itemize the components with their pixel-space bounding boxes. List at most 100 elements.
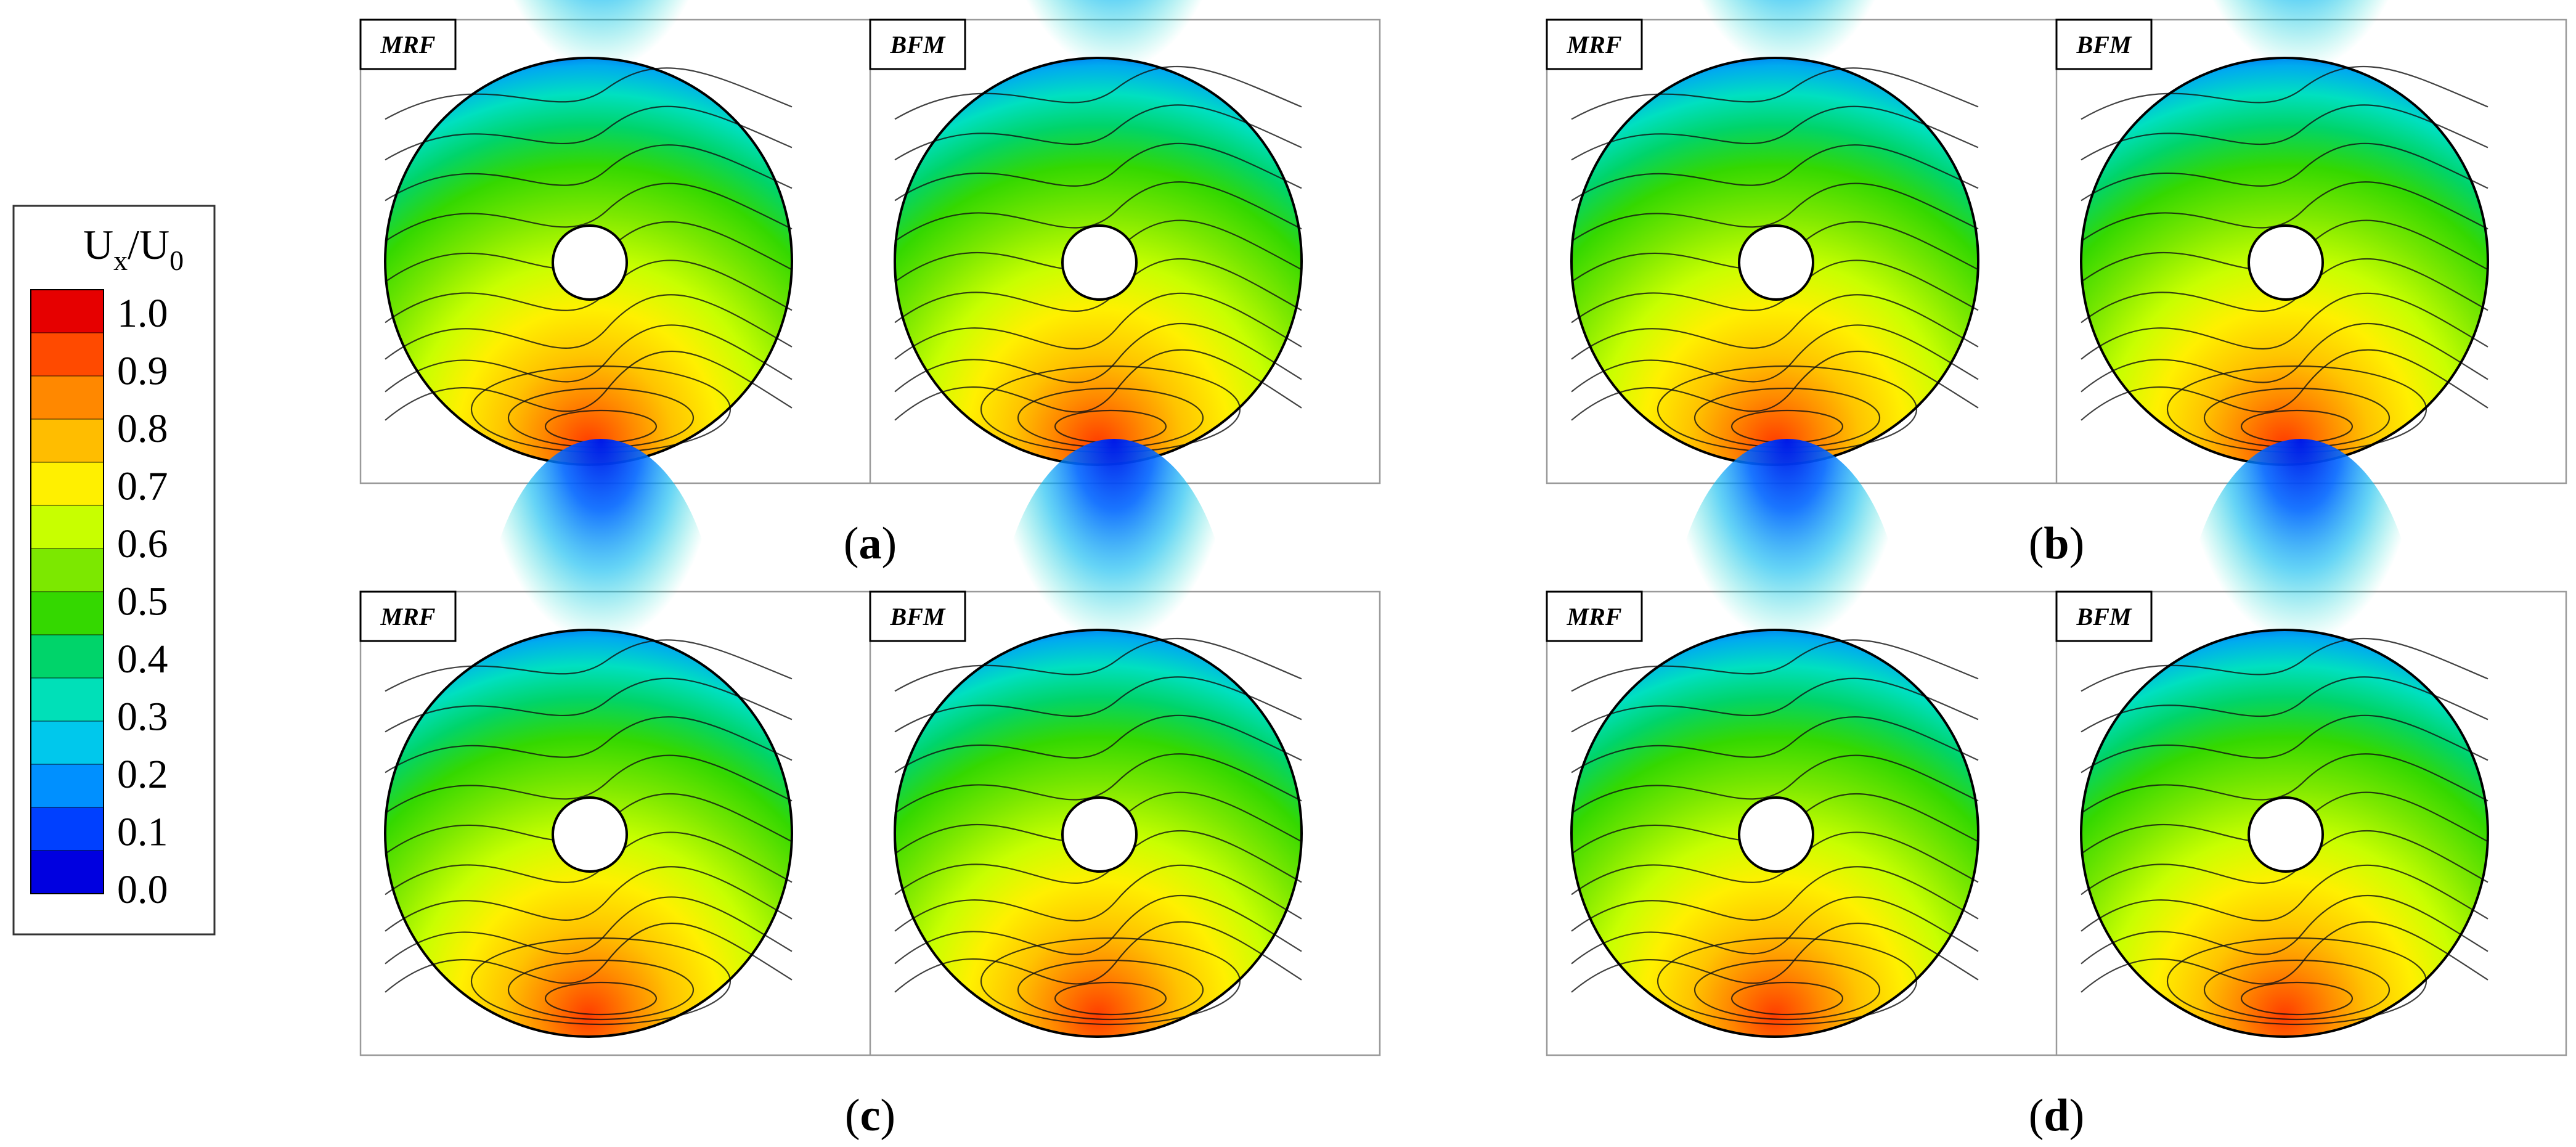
contour-line xyxy=(1571,105,1979,161)
legend-title-title-sub2: 0 xyxy=(169,245,184,276)
contour-line xyxy=(894,322,1302,393)
panel-a: MRF BFM (a) xyxy=(359,0,1381,569)
contour-loop xyxy=(1054,981,1167,1016)
contour-loop xyxy=(2240,981,2354,1016)
contour-line xyxy=(385,716,793,774)
colorbar-segment xyxy=(31,505,104,549)
contour-line xyxy=(894,104,1302,161)
contour-line xyxy=(385,866,793,932)
contour-line xyxy=(1571,67,1979,120)
panel-caption: (a) xyxy=(844,518,897,569)
rotor-hub xyxy=(1061,224,1138,301)
mrf-label: MRF xyxy=(1567,603,1622,631)
caption-letter: a xyxy=(859,518,882,569)
rotor-hub xyxy=(1061,796,1138,873)
contour-line xyxy=(2081,676,2488,733)
legend-title-title-sub1: x xyxy=(113,245,128,276)
contour-line xyxy=(1571,866,1979,932)
contour-line xyxy=(894,676,1302,733)
panel-c: MRF BFM(c) xyxy=(359,439,1381,1141)
contour-loop xyxy=(1694,959,1881,1021)
caption-close: ) xyxy=(2069,518,2085,569)
caption-letter: d xyxy=(2044,1090,2069,1141)
rotor-hub xyxy=(2248,796,2324,873)
contour-line xyxy=(1571,677,1979,733)
contour-line xyxy=(2081,921,2488,993)
mrf-label-box xyxy=(1546,590,1643,642)
legend-title: Ux/U0 xyxy=(83,221,184,276)
bfm-label-box xyxy=(2055,18,2153,70)
bfm-label: BFM xyxy=(890,603,946,631)
contour-line xyxy=(2081,322,2488,393)
colorbar-tick-label: 0.7 xyxy=(117,464,168,509)
contour-loop xyxy=(1730,981,1844,1016)
mrf-label: MRF xyxy=(1567,31,1622,59)
contour-line xyxy=(385,105,793,161)
contour-loop xyxy=(1017,959,1204,1021)
bfm-label-box xyxy=(869,18,966,70)
contour-line xyxy=(385,922,793,993)
contour-line xyxy=(2081,349,2488,421)
low-velocity-region xyxy=(2183,0,2418,274)
mrf-label-box xyxy=(359,18,457,70)
contour-line xyxy=(894,292,1302,360)
contour-line xyxy=(2081,142,2488,202)
panel-b: MRF BFM (b) xyxy=(1546,0,2567,569)
contour-line xyxy=(1571,754,1979,814)
caption-open: ( xyxy=(845,1090,860,1141)
contour-loop xyxy=(2166,937,2427,1026)
contour-loop xyxy=(980,937,1241,1026)
contour-line xyxy=(894,894,1302,965)
low-velocity-region xyxy=(997,439,1231,846)
contour-line xyxy=(2081,65,2488,120)
contour-loop xyxy=(470,937,732,1026)
panel-caption: (c) xyxy=(845,1090,895,1141)
contour-line xyxy=(894,921,1302,993)
contour-line xyxy=(894,864,1302,932)
contour-loop xyxy=(507,959,695,1021)
rotor-outer-boundary xyxy=(1570,629,1979,1038)
contour-line xyxy=(1571,922,1979,993)
low-velocity-region xyxy=(1670,439,1904,846)
colorbar-segment xyxy=(31,678,104,722)
colorbar-outline xyxy=(30,289,104,894)
mrf-label: MRF xyxy=(380,31,436,59)
contour-line xyxy=(894,65,1302,120)
caption-close: ) xyxy=(2069,1090,2085,1141)
colorbar-segment xyxy=(31,419,104,463)
bfm-label-box xyxy=(869,590,966,642)
legend-title-title-main: U xyxy=(83,221,113,268)
caption-close: ) xyxy=(880,1090,895,1141)
contour-line xyxy=(2081,894,2488,965)
colorbar-tick-label: 0.3 xyxy=(117,695,168,740)
colorbar-segment xyxy=(31,290,104,333)
rotor-hub xyxy=(552,796,628,873)
colorbar-tick-label: 0.8 xyxy=(117,406,168,451)
contour-line xyxy=(385,67,793,120)
contour-line xyxy=(894,714,1302,774)
rotor-outer-boundary xyxy=(894,629,1303,1038)
contour-line xyxy=(1571,350,1979,421)
contour-line xyxy=(2081,104,2488,161)
low-velocity-region xyxy=(2183,439,2418,846)
caption-letter: c xyxy=(860,1090,881,1141)
caption-letter: b xyxy=(2044,518,2069,569)
bfm-label-box xyxy=(2055,590,2153,642)
colorbar-segment xyxy=(31,549,104,592)
contour-line xyxy=(894,142,1302,202)
colorbar-tick-label: 0.0 xyxy=(117,867,168,912)
caption-open: ( xyxy=(2029,518,2044,569)
colorbar-segment xyxy=(31,333,104,377)
contour-line xyxy=(385,294,793,360)
low-velocity-region xyxy=(997,0,1231,274)
colorbar-tick-label: 0.5 xyxy=(117,579,168,624)
colorbar-segment xyxy=(31,721,104,765)
caption-open: ( xyxy=(844,518,859,569)
contour-line xyxy=(1571,182,1979,242)
legend-title-title-mid: /U xyxy=(128,221,169,268)
contour-line xyxy=(385,182,793,242)
colorbar-segment xyxy=(31,635,104,679)
contour-line xyxy=(894,753,1302,814)
rotor-outer-boundary xyxy=(384,629,793,1038)
contour-line xyxy=(385,896,793,965)
